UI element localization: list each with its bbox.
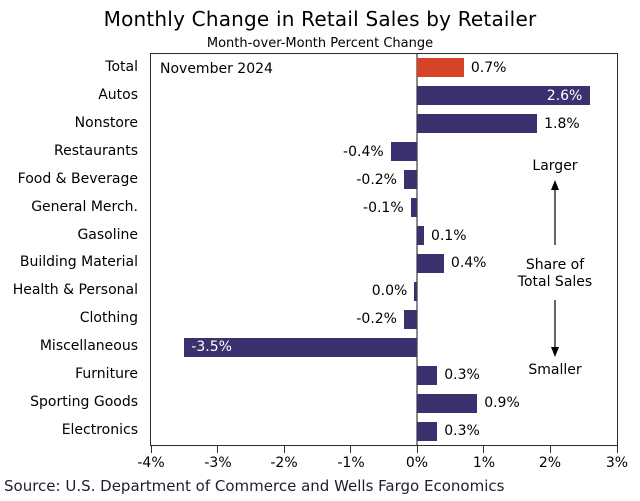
value-label-autos: 2.6%: [546, 87, 583, 104]
bar-building-material: [417, 253, 444, 273]
chart-subtitle: Month-over-Month Percent Change: [206, 36, 434, 51]
value-label-general-merch: -0.1%: [363, 199, 404, 216]
bar-total: [417, 58, 464, 78]
bar-furniture: [417, 365, 438, 385]
bar-general-merch: [410, 198, 418, 218]
bar-health-personal: [414, 281, 418, 301]
value-label-clothing: -0.2%: [356, 311, 397, 328]
category-label-clothing: Clothing: [79, 310, 138, 327]
source-line: Source: U.S. Department of Commerce and …: [4, 477, 505, 495]
x-tick-4: [151, 446, 152, 453]
category-label-total: Total: [105, 58, 138, 75]
category-label-health-personal: Health & Personal: [12, 282, 138, 299]
x-tick-label-2: -2%: [270, 455, 298, 471]
x-tick-2: [284, 446, 285, 453]
zero-axis-line: [416, 54, 418, 445]
x-tick-label-4: -4%: [137, 455, 165, 471]
category-label-restaurants: Restaurants: [54, 142, 138, 159]
bar-electronics: [417, 421, 438, 441]
bar-nonstore: [417, 114, 538, 134]
x-tick-0: [417, 446, 418, 453]
bar-restaurants: [390, 142, 418, 162]
x-tick-3: [617, 446, 618, 453]
category-label-electronics: Electronics: [61, 422, 138, 439]
bar-miscellaneous: [184, 337, 418, 357]
share-of-line1: Share of: [525, 257, 585, 273]
value-label-electronics: 0.3%: [444, 423, 480, 440]
x-tick-label-1: 1%: [472, 455, 496, 471]
share-down-arrow-icon: [551, 300, 559, 357]
x-tick-label-2: 2%: [538, 455, 562, 471]
x-tick-label-0: 0%: [405, 455, 429, 471]
value-label-restaurants: -0.4%: [343, 143, 384, 160]
share-of-total-sales-label: Share of Total Sales: [485, 257, 625, 291]
share-of-line2: Total Sales: [517, 274, 593, 290]
category-label-gasoline: Gasoline: [77, 226, 138, 243]
category-label-food-beverage: Food & Beverage: [17, 170, 138, 187]
category-label-miscellaneous: Miscellaneous: [39, 338, 138, 355]
category-label-building-material: Building Material: [19, 254, 138, 271]
category-label-general-merch: General Merch.: [31, 198, 138, 215]
chart-title: Monthly Change in Retail Sales by Retail…: [103, 7, 537, 31]
bar-gasoline: [417, 226, 424, 246]
share-larger-label: Larger: [532, 158, 578, 174]
value-label-furniture: 0.3%: [444, 367, 480, 384]
value-label-health-personal: 0.0%: [371, 283, 408, 300]
value-label-sporting-goods: 0.9%: [484, 395, 520, 412]
share-smaller-label: Smaller: [528, 362, 582, 378]
value-label-total: 0.7%: [470, 59, 507, 76]
x-tick-3: [217, 446, 218, 453]
value-label-food-beverage: -0.2%: [356, 171, 397, 188]
x-tick-label-3: -3%: [204, 455, 232, 471]
value-label-gasoline: 0.1%: [430, 227, 467, 244]
bar-clothing: [403, 309, 418, 329]
bar-autos: [417, 86, 591, 106]
category-label-furniture: Furniture: [75, 366, 138, 383]
bar-food-beverage: [403, 170, 418, 190]
value-label-nonstore: 1.8%: [544, 115, 580, 132]
value-label-building-material: 0.4%: [450, 255, 487, 272]
bar-sporting-goods: [417, 393, 478, 413]
category-label-nonstore: Nonstore: [74, 114, 138, 131]
x-tick-1: [483, 446, 484, 453]
x-tick-label-1: -1%: [337, 455, 365, 471]
category-label-sporting-goods: Sporting Goods: [30, 394, 138, 411]
x-tick-2: [550, 446, 551, 453]
x-tick-1: [350, 446, 351, 453]
x-tick-label-3: 3%: [605, 455, 629, 471]
share-up-arrow-icon: [551, 180, 559, 245]
date-annotation: November 2024: [160, 61, 273, 77]
value-label-miscellaneous: -3.5%: [191, 339, 232, 356]
plot-area: 0.7% 2.6% 1.8% -0.4% -0.2% -0.1% 0.1% 0.4% 0.0% -…: [150, 53, 618, 446]
category-label-autos: Autos: [98, 86, 138, 103]
